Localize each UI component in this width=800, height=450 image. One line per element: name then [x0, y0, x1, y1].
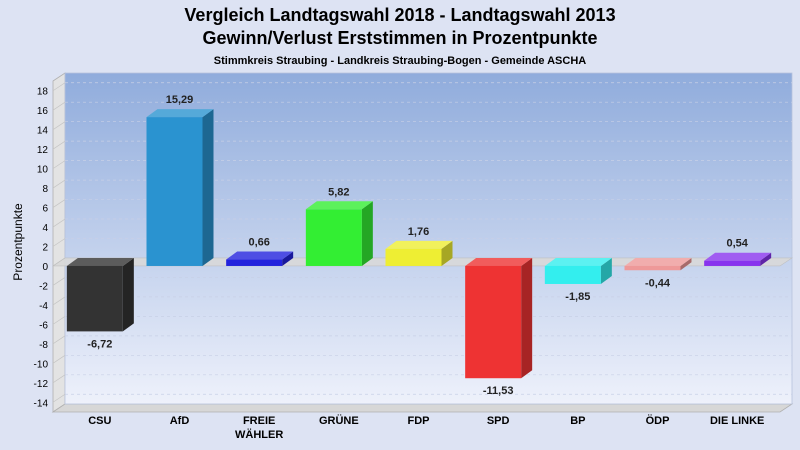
data-label: 0,54: [726, 238, 748, 250]
y-tick-label: -12: [34, 379, 49, 390]
bar: [704, 260, 761, 266]
x-tick-label: SPD: [487, 415, 510, 427]
gridline-wall: [52, 101, 66, 111]
bar: [66, 265, 123, 332]
bar-top: [465, 257, 533, 266]
x-tick-label: CSU: [88, 415, 111, 427]
x-tick-label: FREIE: [243, 415, 275, 427]
y-tick-label: 14: [37, 126, 49, 137]
x-tick-label: FDP: [408, 415, 430, 427]
bar-side: [521, 257, 533, 379]
data-label: 5,82: [328, 186, 349, 198]
y-tick-label: -6: [39, 320, 48, 331]
y-tick-label: 2: [42, 243, 48, 254]
gridline-wall: [52, 218, 66, 228]
y-tick-label: 6: [42, 204, 48, 215]
bar-top: [704, 252, 772, 261]
bar-side: [441, 240, 453, 266]
y-tick-label: 16: [37, 106, 49, 117]
bar: [544, 265, 601, 284]
bar-top: [544, 257, 612, 266]
x-tick-label: ÖDP: [646, 414, 670, 427]
bar-side: [122, 257, 134, 332]
gridline-wall: [52, 121, 66, 130]
y-tick-label: 10: [37, 165, 49, 176]
y-tick-label: -14: [34, 398, 49, 409]
gridline-wall: [52, 316, 66, 325]
y-tick-label: -2: [39, 281, 48, 292]
bar-side: [600, 257, 612, 284]
gridline-wall: [52, 374, 66, 384]
gridline-wall: [52, 160, 66, 169]
x-tick-label: GRÜNE: [319, 414, 359, 427]
gridline-wall: [52, 199, 66, 208]
gridline-wall: [52, 296, 66, 306]
bar-side: [202, 109, 214, 266]
bar: [385, 248, 442, 266]
gridline-wall: [52, 355, 66, 364]
data-label: -0,44: [645, 277, 671, 289]
gridline-wall: [52, 393, 66, 403]
y-tick-label: 0: [42, 262, 48, 273]
data-label: -1,85: [565, 291, 590, 303]
bar-top: [305, 201, 373, 210]
chart-subtitle: Gewinn/Verlust Erststimmen in Prozentpun…: [202, 28, 597, 48]
bar: [465, 265, 522, 379]
bar-top: [66, 257, 134, 266]
gridline-wall: [52, 335, 66, 345]
plot-area: 18 16 14 12 10 8 6 4 2 0 -2 -4 -6 -8 -10 -12 -14 -6,72 CSU…: [34, 72, 794, 441]
data-label: 1,76: [408, 226, 429, 238]
y-tick-label: -8: [39, 340, 48, 351]
chart-subtitle-2: Stimmkreis Straubing - Landkreis Straubi…: [214, 55, 586, 67]
gridline-wall: [52, 82, 66, 92]
y-tick-label: 18: [37, 87, 49, 98]
y-tick-label: -10: [34, 359, 49, 370]
bar-top: [385, 240, 453, 249]
bar-side: [361, 201, 373, 266]
chart-title: Vergleich Landtagswahl 2018 - Landtagswa…: [184, 5, 615, 25]
gridline-wall: [52, 277, 66, 286]
y-tick-label: 12: [37, 145, 49, 156]
gridline-wall: [52, 179, 66, 189]
bar-top: [146, 109, 214, 118]
gridline-wall: [52, 238, 66, 247]
y-tick-label: 4: [42, 223, 48, 234]
bar-side: [760, 252, 772, 266]
data-label: -6,72: [87, 338, 112, 350]
x-tick-label: AfD: [170, 415, 190, 427]
data-label: 0,66: [248, 237, 269, 249]
bar: [226, 259, 283, 266]
x-tick-label: BP: [570, 415, 585, 427]
bar-side: [282, 251, 294, 266]
bar: [146, 117, 203, 266]
data-label: 15,29: [166, 94, 194, 106]
x-tick-label: DIE LINKE: [710, 415, 764, 427]
bar: [624, 265, 681, 271]
plot-floor: [51, 403, 794, 413]
bar-top: [624, 257, 692, 266]
y-tick-label: 8: [42, 184, 48, 195]
data-label: -11,53: [483, 385, 514, 397]
bar: [305, 209, 362, 266]
y-axis-label: Prozentpunkte: [11, 203, 25, 281]
x-tick-label: WÄHLER: [235, 428, 283, 441]
bar-top: [226, 251, 294, 260]
bar-side: [680, 257, 692, 271]
y-tick-label: -4: [39, 301, 48, 312]
gridline-wall: [52, 140, 66, 150]
